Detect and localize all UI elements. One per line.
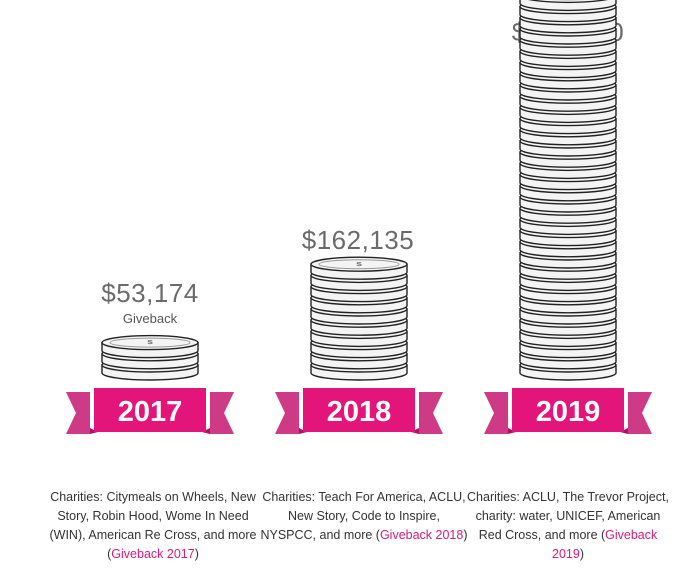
coin <box>519 323 617 348</box>
giveback-caption-2019: Giveback <box>540 51 596 66</box>
charities-text-2017: Charities: Citymeals on Wheels, New Stor… <box>49 490 257 561</box>
giveback-caption-2018: Giveback <box>330 258 386 273</box>
year-banner-2019: 2019 <box>484 388 652 434</box>
coin <box>310 301 408 325</box>
coin <box>519 77 617 101</box>
banner-body <box>303 388 415 432</box>
coin <box>519 267 617 292</box>
year-label-2017: 2017 <box>118 396 183 428</box>
banner-fold-left <box>299 428 307 434</box>
coin <box>519 245 617 269</box>
coin-stack-2018: $ <box>310 256 408 381</box>
coin <box>519 357 617 381</box>
coin <box>519 189 617 213</box>
amount-2017: $53,174 <box>101 278 199 308</box>
coin <box>519 290 617 314</box>
coin <box>519 133 617 157</box>
banner-tail-left <box>484 392 508 434</box>
close-paren-2017: ) <box>194 547 199 561</box>
coin <box>310 357 408 381</box>
charities-text-2018: Charities: Teach For America, ACLU, New … <box>260 490 466 542</box>
coin <box>519 222 617 247</box>
coin <box>310 346 408 370</box>
banner-tail-right <box>210 392 234 434</box>
charities-2018: Charities: Teach For America, ACLU, New … <box>259 488 469 545</box>
year-banner-2018: 2018 <box>275 388 443 434</box>
banner-tail-left <box>66 392 90 434</box>
banner-fold-right <box>411 428 419 434</box>
close-paren-2018: ) <box>463 528 468 542</box>
year-label-2018: 2018 <box>327 396 392 428</box>
year-label-2019: 2019 <box>536 396 601 428</box>
coin <box>310 334 408 359</box>
coin <box>519 0 617 12</box>
year-banner-2017: 2017 <box>66 388 234 434</box>
coin <box>519 166 617 191</box>
banner-body <box>94 388 206 432</box>
coin <box>310 278 408 303</box>
coin <box>101 357 199 381</box>
coin <box>310 290 408 314</box>
coin <box>519 178 617 202</box>
amount-2018: $162,135 <box>301 225 415 255</box>
coin <box>519 234 617 258</box>
banner-fold-left <box>508 428 516 434</box>
coin <box>519 301 617 325</box>
coin <box>519 200 617 224</box>
coin <box>519 110 617 135</box>
banner-tail-right <box>419 392 443 434</box>
giveback-2017-link[interactable]: Giveback 2017 <box>111 547 195 561</box>
banner-body <box>512 388 624 432</box>
coin <box>519 66 617 90</box>
charities-text-2019: Charities: ACLU, The Trevor Project, cha… <box>467 490 669 542</box>
charities-2017: Charities: Citymeals on Wheels, New Stor… <box>48 488 258 564</box>
dollar-sign-icon: $ <box>147 339 153 345</box>
close-paren-2019: ) <box>579 547 584 561</box>
coin <box>519 211 617 236</box>
charities-2019: Charities: ACLU, The Trevor Project, cha… <box>463 488 673 564</box>
amount-2019: $631,540 <box>511 17 625 47</box>
coin <box>519 278 617 303</box>
coin-inner-ring <box>109 337 191 348</box>
coin <box>519 99 617 124</box>
giveback-2018-link[interactable]: Giveback 2018 <box>379 528 464 542</box>
coin <box>519 144 617 168</box>
banner-tail-left <box>275 392 299 434</box>
coin <box>310 312 408 336</box>
banner-tail-right <box>628 392 652 434</box>
banner-fold-right <box>202 428 210 434</box>
coin <box>519 334 617 359</box>
coin <box>519 256 617 280</box>
banner-fold-left <box>90 428 98 434</box>
coin <box>519 346 617 370</box>
coin <box>101 334 199 359</box>
coin <box>519 312 617 336</box>
coin <box>519 155 617 180</box>
giveback-2019-link[interactable]: Giveback 2019 <box>552 528 658 561</box>
coin <box>519 88 617 112</box>
coin <box>101 346 199 370</box>
coin <box>519 122 617 146</box>
giveback-caption-2017: Giveback <box>122 311 178 326</box>
coin <box>310 323 408 348</box>
banner-fold-right <box>620 428 628 434</box>
coin-stack-2017: $ <box>101 334 199 381</box>
